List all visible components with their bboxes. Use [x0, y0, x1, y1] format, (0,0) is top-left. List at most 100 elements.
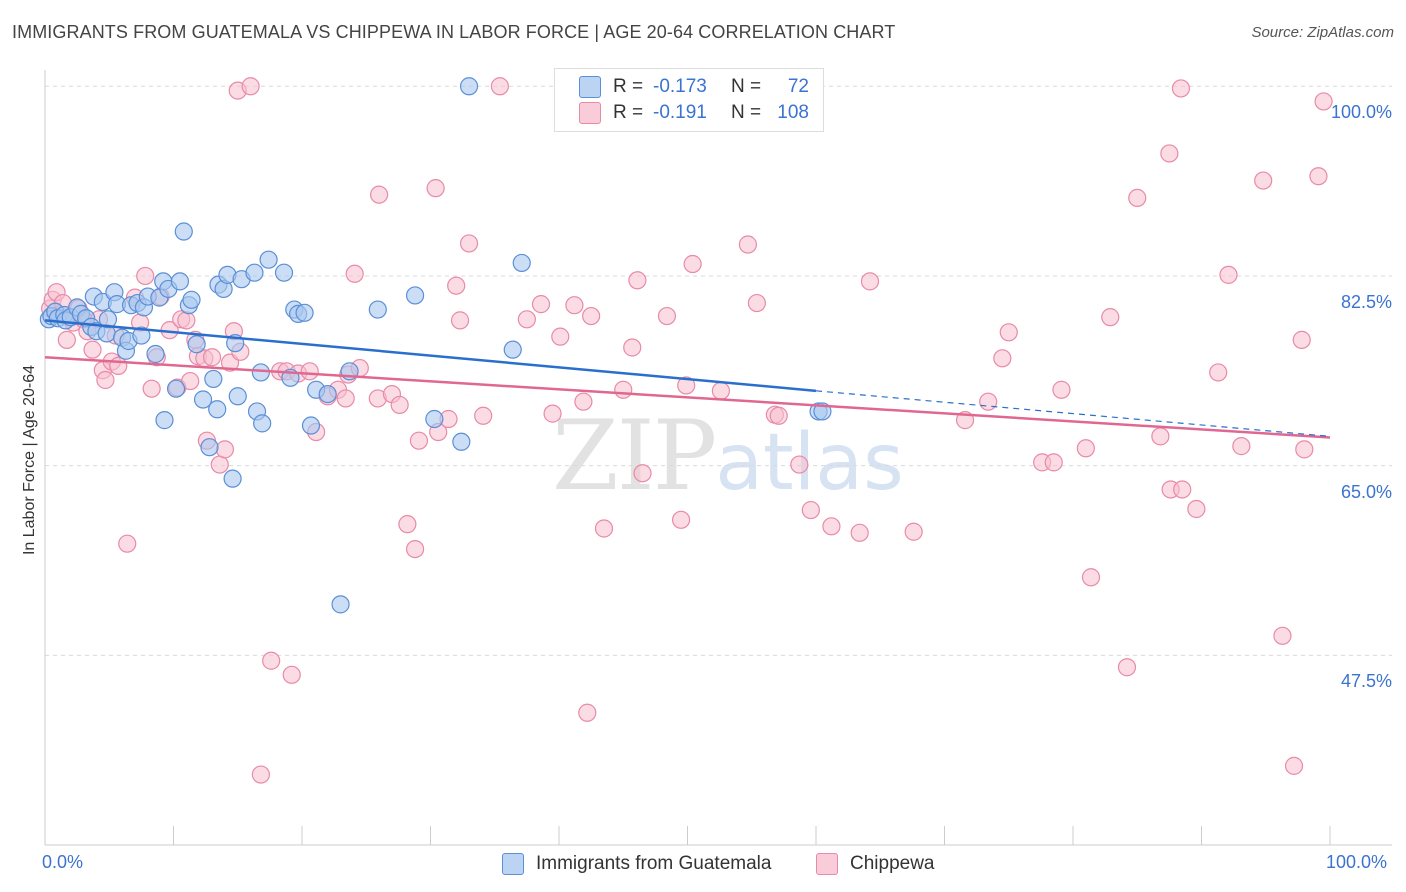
bottom-legend-guatemala: Immigrants from Guatemala [502, 852, 771, 876]
guatemala-point [301, 416, 321, 435]
chippewa-point [574, 392, 593, 411]
y-axis-label: In Labor Force | Age 20-64 [21, 364, 38, 556]
guatemala-trend-extension [815, 390, 1331, 437]
chippewa-point [565, 296, 584, 315]
chippewa-point [628, 271, 647, 290]
chippewa-point [57, 330, 76, 349]
guatemala-point [223, 469, 242, 488]
legend-n-label: N = [731, 102, 762, 123]
guatemala-point [170, 272, 190, 291]
chippewa-point [671, 510, 691, 529]
chippewa-point [459, 234, 479, 253]
chippewa-point [398, 515, 417, 534]
chippewa-point [345, 264, 364, 283]
chippewa-point [336, 389, 355, 408]
guatemala-point [503, 340, 522, 359]
guatemala-point [193, 390, 213, 409]
chippewa-point [210, 455, 229, 474]
chippewa-point [282, 665, 301, 684]
x-tick-label-right: 100.0% [1326, 852, 1388, 872]
y-tick-label: 65.0% [1340, 481, 1392, 502]
guatemala-point [253, 414, 272, 433]
chippewa-point [96, 370, 115, 390]
legend-n-value: 108 [777, 102, 809, 123]
guatemala-point [228, 387, 247, 406]
chippewa-point [711, 381, 731, 400]
chippewa-point [683, 254, 702, 274]
guatemala-point [166, 379, 186, 398]
chippewa-point [551, 327, 570, 346]
chippewa-point [1052, 380, 1071, 399]
guatemala-point [368, 300, 387, 319]
chippewa-point [83, 340, 102, 359]
chippewa-point [860, 272, 880, 291]
chippewa-point [370, 185, 389, 204]
guatemala-point [98, 310, 118, 329]
chippewa-point [409, 431, 429, 450]
x-tick-label-left: 0.0% [42, 852, 84, 872]
chippewa-point [790, 455, 809, 474]
chippewa-point [1173, 480, 1192, 499]
chippewa-point [999, 323, 1018, 342]
correlation-legend: R = -0.173 N = 72 R = -0.191 N = 108 [554, 68, 824, 132]
chippewa-point [657, 306, 677, 326]
guatemala-point [331, 595, 350, 614]
watermark: ZIPatlas [552, 400, 904, 512]
legend-n-value: 72 [787, 76, 809, 97]
y-tick-label: 100.0% [1330, 102, 1392, 123]
guatemala-point [245, 263, 264, 282]
chippewa-point [1128, 188, 1147, 208]
chippewa-point [1151, 427, 1170, 446]
guatemala-point [132, 326, 151, 345]
axes [44, 70, 1392, 846]
chippewa-point [633, 464, 652, 483]
legend-n-label: N = [731, 76, 762, 97]
chippewa-point [300, 362, 319, 381]
chippewa-point [1273, 626, 1292, 645]
legend-swatch-pink [579, 102, 601, 124]
chippewa-point [490, 77, 509, 96]
chippewa-point [1044, 453, 1063, 472]
guatemala-point [459, 77, 479, 96]
chippewa-point [177, 311, 196, 330]
chippewa-point [450, 311, 470, 330]
guatemala-point [200, 438, 219, 457]
y-tick-label: 82.5% [1340, 291, 1392, 312]
legend-row-guatemala: R = -0.173 N = 72 [579, 75, 809, 99]
chippewa-point [801, 500, 820, 520]
guatemala-point [208, 400, 227, 419]
chippewa-point [993, 349, 1012, 368]
chippewa-point [426, 179, 445, 198]
chippewa-point [181, 371, 200, 391]
guatemala-point [251, 363, 270, 382]
chippewa-point [1284, 756, 1304, 775]
chippewa-point [614, 380, 633, 399]
guatemala-trend-line [44, 319, 817, 393]
chippewa-point [738, 235, 757, 254]
chippewa-point [109, 356, 128, 376]
y-tick-label: 47.5% [1340, 671, 1392, 692]
chippewa-point [594, 519, 614, 538]
chippewa-point [822, 517, 841, 536]
guatemala-point [155, 411, 174, 430]
guatemala-point [146, 344, 165, 364]
chippewa-point [1209, 363, 1228, 382]
chippewa-point [747, 293, 766, 313]
guatemala-point [405, 286, 425, 305]
legend-row-chippewa: R = -0.191 N = 108 [579, 101, 809, 125]
guatemala-point [295, 303, 314, 322]
chippewa-point [578, 703, 597, 722]
chippewa-point [850, 523, 869, 542]
chippewa-point [1076, 439, 1095, 458]
guatemala-point [452, 432, 471, 451]
trend-lines [44, 319, 1331, 439]
guatemala-point [259, 250, 278, 269]
chart-title: IMMIGRANTS FROM GUATEMALA VS CHIPPEWA IN… [12, 22, 896, 42]
chippewa-point [623, 338, 642, 357]
chippewa-point [1295, 440, 1314, 459]
bottom-legend-label: Immigrants from Guatemala [536, 853, 772, 874]
bottom-legend-label: Chippewa [850, 853, 935, 874]
watermark-zip: ZIP [552, 400, 717, 512]
legend-r-label: R = [613, 76, 644, 97]
